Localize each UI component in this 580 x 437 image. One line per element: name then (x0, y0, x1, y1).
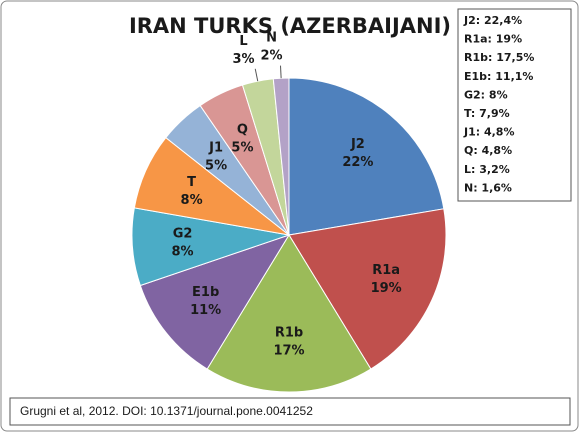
slice-label: 8% (172, 245, 194, 260)
slice-label: 5% (205, 159, 227, 174)
legend-line: N: 1,6% (464, 181, 512, 194)
slice-category: R1a (372, 263, 400, 278)
slice-label: 17% (273, 343, 304, 358)
pie-slice (288, 208, 447, 370)
slice-label: 22% (342, 155, 373, 170)
slice-label: 3% (232, 52, 254, 67)
slice-label: 11% (190, 303, 221, 318)
slice-category: E1b (192, 285, 219, 300)
legend-line: T: 7,9% (464, 107, 510, 120)
legend-line: E1b: 11,1% (464, 70, 533, 83)
slice-category: R1b (275, 325, 303, 340)
leader-line (254, 68, 259, 82)
legend-line: Q: 4,8% (464, 144, 512, 157)
chart-title: IRAN TURKS (AZERBAIJANI) (129, 14, 451, 38)
pie-slice (272, 77, 290, 236)
source-box (9, 397, 571, 426)
pie-slice (206, 234, 372, 393)
pie-slice (288, 77, 445, 236)
legend-line: R1b: 17,5% (464, 51, 534, 64)
slice-category: J2 (350, 137, 365, 152)
slice-category: L (239, 34, 247, 49)
legend-line: G2: 8% (464, 88, 508, 101)
slice-label: 5% (231, 140, 253, 155)
slice-label: 8% (181, 193, 203, 208)
legend-line: L: 3,2% (464, 163, 510, 176)
legend-line: J1: 4,8% (463, 126, 514, 139)
leader-line (280, 65, 282, 79)
slice-category: Q (237, 122, 248, 137)
pie-slice (139, 234, 291, 370)
legend-line: J2: 22,4% (463, 14, 522, 27)
slice-category: J1 (208, 141, 223, 156)
source-note: Grugni et al, 2012. DOI: 10.1371/journal… (20, 404, 313, 418)
slice-label: 19% (371, 281, 402, 296)
slice-category: G2 (173, 227, 193, 242)
legend-line: R1a: 19% (464, 33, 522, 46)
legend-box (457, 8, 572, 202)
slice-category: T (187, 175, 196, 190)
slice-label: 2% (261, 48, 283, 63)
slice-category: N (266, 30, 277, 45)
